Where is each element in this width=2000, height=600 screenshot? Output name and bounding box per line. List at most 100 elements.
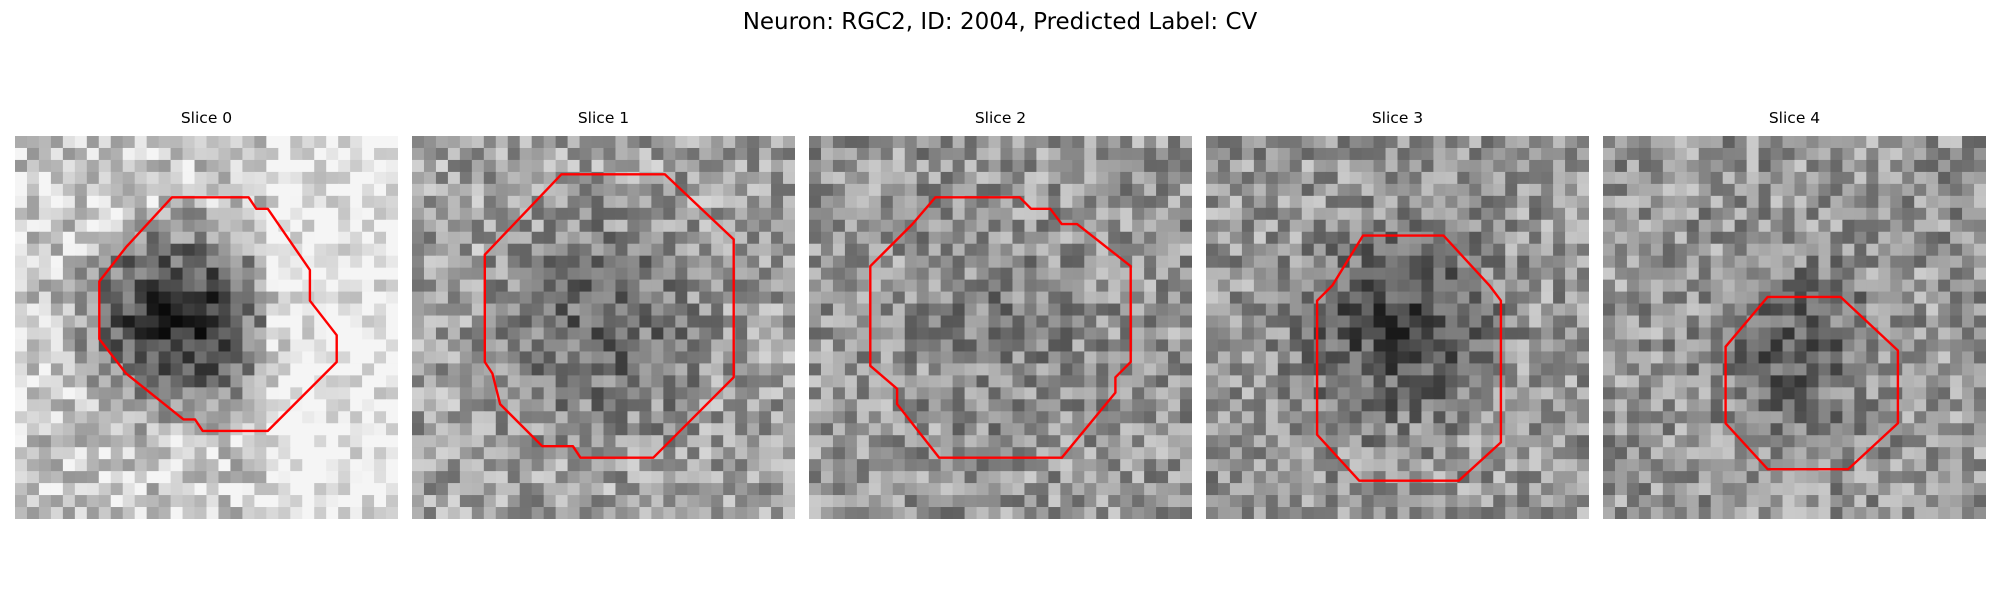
image-pixel bbox=[374, 483, 387, 496]
image-pixel bbox=[1313, 183, 1327, 197]
image-pixel bbox=[627, 279, 641, 293]
image-pixel bbox=[1469, 195, 1482, 209]
image-pixel bbox=[1361, 339, 1375, 353]
image-pixel bbox=[723, 399, 736, 412]
image-pixel bbox=[940, 483, 954, 496]
image-pixel bbox=[639, 423, 652, 436]
image-pixel bbox=[651, 219, 664, 233]
image-pixel bbox=[314, 147, 327, 161]
image-pixel bbox=[302, 279, 315, 293]
image-pixel bbox=[747, 327, 760, 341]
image-pixel bbox=[206, 507, 220, 519]
image-pixel bbox=[747, 375, 760, 388]
image-pixel bbox=[1349, 447, 1363, 460]
image-pixel bbox=[206, 435, 220, 448]
image-pixel bbox=[1650, 435, 1664, 448]
image-pixel bbox=[579, 195, 593, 209]
image-pixel bbox=[1674, 351, 1688, 365]
image-pixel bbox=[98, 387, 112, 400]
image-pixel bbox=[711, 435, 724, 448]
image-pixel bbox=[675, 255, 688, 269]
image-pixel bbox=[38, 483, 52, 496]
image-pixel bbox=[362, 231, 375, 245]
image-pixel bbox=[15, 183, 28, 197]
image-pixel bbox=[1084, 339, 1097, 353]
image-pixel bbox=[254, 183, 267, 197]
image-pixel bbox=[1277, 351, 1291, 365]
image-pixel bbox=[627, 207, 641, 221]
image-pixel bbox=[1325, 399, 1339, 412]
image-pixel bbox=[1626, 375, 1640, 388]
image-pixel bbox=[531, 411, 545, 424]
image-pixel bbox=[278, 399, 291, 412]
image-pixel bbox=[254, 291, 267, 305]
image-pixel bbox=[1000, 507, 1014, 519]
image-pixel bbox=[1698, 207, 1712, 221]
image-pixel bbox=[1650, 255, 1664, 269]
image-pixel bbox=[62, 207, 76, 221]
image-pixel bbox=[952, 483, 966, 496]
image-pixel bbox=[1734, 207, 1748, 221]
image-pixel bbox=[1914, 375, 1927, 388]
image-pixel bbox=[783, 243, 795, 257]
image-pixel bbox=[170, 171, 184, 185]
image-pixel bbox=[1096, 435, 1109, 448]
image-pixel bbox=[916, 387, 930, 400]
image-pixel bbox=[1938, 136, 1951, 149]
image-pixel bbox=[639, 459, 652, 472]
image-pixel bbox=[38, 219, 52, 233]
image-pixel bbox=[1782, 243, 1796, 257]
image-pixel bbox=[1662, 267, 1676, 281]
image-pixel bbox=[1229, 291, 1243, 305]
image-pixel bbox=[350, 231, 363, 245]
image-pixel bbox=[1397, 231, 1411, 245]
image-pixel bbox=[230, 267, 244, 281]
image-pixel bbox=[495, 147, 509, 161]
image-pixel bbox=[880, 136, 894, 149]
image-pixel bbox=[471, 375, 485, 388]
image-pixel bbox=[1553, 411, 1566, 424]
image-pixel bbox=[1265, 459, 1279, 472]
image-pixel bbox=[1686, 411, 1700, 424]
image-pixel bbox=[1206, 339, 1219, 353]
image-pixel bbox=[1433, 171, 1446, 185]
image-pixel bbox=[350, 171, 363, 185]
image-pixel bbox=[1241, 147, 1255, 161]
image-pixel bbox=[1758, 339, 1772, 353]
image-pixel bbox=[868, 231, 882, 245]
image-pixel bbox=[1000, 136, 1014, 149]
image-pixel bbox=[1890, 207, 1903, 221]
image-pixel bbox=[1036, 411, 1049, 424]
image-pixel bbox=[62, 183, 76, 197]
image-pixel bbox=[435, 159, 449, 173]
image-pixel bbox=[1000, 375, 1014, 388]
image-pixel bbox=[1650, 411, 1664, 424]
image-pixel bbox=[50, 447, 64, 460]
image-pixel bbox=[1758, 423, 1772, 436]
image-pixel bbox=[531, 423, 545, 436]
image-pixel bbox=[1361, 136, 1375, 149]
slice-image bbox=[412, 136, 795, 519]
image-pixel bbox=[747, 195, 760, 209]
image-pixel bbox=[230, 171, 244, 185]
image-pixel bbox=[86, 231, 100, 245]
image-pixel bbox=[1433, 136, 1446, 149]
image-pixel bbox=[62, 447, 76, 460]
image-pixel bbox=[302, 207, 315, 221]
image-pixel bbox=[1854, 207, 1867, 221]
image-pixel bbox=[543, 375, 557, 388]
image-pixel bbox=[170, 315, 184, 329]
image-pixel bbox=[62, 231, 76, 245]
image-pixel bbox=[471, 435, 485, 448]
image-pixel bbox=[832, 423, 846, 436]
image-pixel bbox=[519, 159, 533, 173]
image-pixel bbox=[940, 207, 954, 221]
image-pixel bbox=[1229, 411, 1243, 424]
image-pixel bbox=[435, 267, 449, 281]
image-pixel bbox=[1397, 171, 1411, 185]
image-pixel bbox=[1890, 136, 1903, 149]
image-pixel bbox=[1108, 183, 1121, 197]
image-pixel bbox=[1156, 243, 1169, 257]
image-pixel bbox=[531, 183, 545, 197]
image-pixel bbox=[663, 195, 676, 209]
